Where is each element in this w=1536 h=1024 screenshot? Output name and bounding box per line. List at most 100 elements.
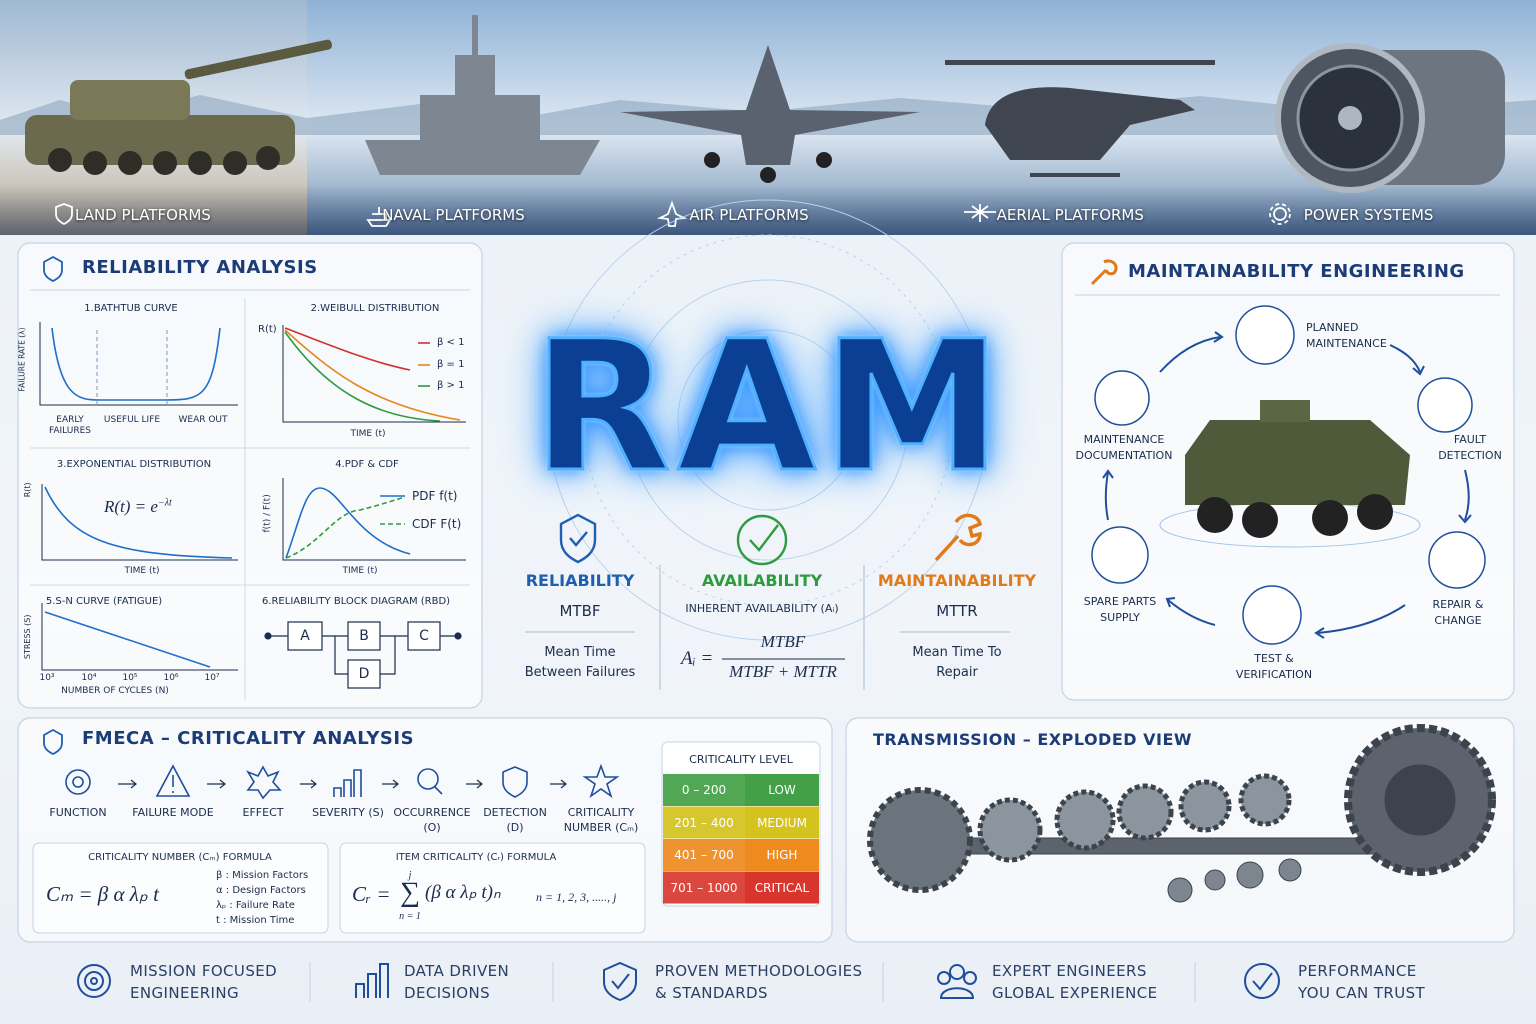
formula-numerator: MTBF (760, 632, 806, 651)
platform-label: AERIAL PLATFORMS (996, 206, 1144, 224)
fmeca-step-label: OCCURRENCE (O) (393, 806, 471, 834)
table-cell (663, 806, 745, 839)
formula-lhs: Aᵢ = (681, 648, 714, 669)
platform-label: AIR PLATFORMS (689, 206, 809, 224)
range-cell: 401 – 700 (674, 848, 734, 862)
tank-image (25, 39, 333, 175)
sum-upper: j (408, 870, 412, 881)
section-title: MAINTAINABILITY ENGINEERING (1128, 261, 1465, 282)
phase-label: WEAR OUT (178, 415, 228, 425)
axis-label: NUMBER OF CYCLES (N) (61, 686, 169, 696)
fmeca-step-label: CRITICALITY NUMBER (Cₘ) (563, 806, 639, 834)
footer-icons (77, 961, 1280, 1002)
level-cell: MEDIUM (757, 815, 807, 830)
legend-entry: β = 1 (437, 359, 465, 370)
platform-label: NAVAL PLATFORMS (382, 206, 525, 224)
formula-denominator: MTBF + MTTR (729, 662, 837, 681)
cycle-step-label: REPAIR & CHANGE (1432, 598, 1484, 627)
mini-chart-curves (44, 327, 461, 668)
footer-text: DECISIONS (404, 984, 491, 1002)
footer-text: ENGINEERING (130, 984, 240, 1002)
fmeca-step-label: DETECTION (D) (483, 806, 547, 834)
chart-title: 3.EXPONENTIAL DISTRIBUTION (56, 459, 212, 470)
legend-entry: CDF F(t) (412, 517, 462, 531)
block-label: C (419, 628, 429, 644)
mini-chart-axes (39, 322, 466, 671)
fmeca-step-label: FUNCTION (49, 806, 107, 819)
helicopter-image (945, 60, 1215, 177)
cycle-step-label: PLANNED MAINTENANCE (1306, 321, 1387, 350)
table-cell (663, 871, 745, 904)
axis-label: TIME (t) (342, 566, 378, 576)
block-label: A (300, 628, 310, 644)
pillar-metric: INHERENT AVAILABILITY (Aᵢ) (685, 602, 839, 615)
platform-icons (55, 200, 1291, 227)
tick-label: 10⁴ (81, 673, 97, 683)
sum-lower: n = 1 (399, 911, 421, 922)
pillar-icons (559, 513, 983, 566)
axis-label: R(t) (258, 324, 277, 335)
axis-label: FAILURE RATE (λ) (17, 327, 27, 392)
legend-entry: PDF f(t) (412, 489, 458, 503)
cycle-step-label: TEST & VERIFICATION (1235, 652, 1313, 681)
phase-label: EARLY FAILURES (49, 415, 91, 436)
table-header: CRITICALITY LEVEL (689, 753, 793, 766)
formula-title: CRITICALITY NUMBER (Cₘ) FORMULA (88, 852, 272, 863)
range-cell: 701 – 1000 (670, 880, 738, 895)
phase-label: USEFUL LIFE (103, 415, 161, 425)
sum-sign: ∑ (400, 877, 420, 908)
axis-label: TIME (t) (350, 429, 386, 439)
table-cell (663, 774, 745, 806)
table-cell (745, 774, 819, 806)
legend-entry: λₚ : Failure Rate (216, 900, 295, 911)
cycle-nodes (1091, 305, 1486, 645)
formula: R(t) = e−λt (104, 497, 172, 517)
tick-label: 10³ (39, 673, 55, 683)
chart-title: 2.WEIBULL DISTRIBUTION (310, 303, 440, 314)
jet-image (620, 45, 920, 183)
legend-entry: β < 1 (437, 337, 465, 348)
cycle-step-label: SPARE PARTS SUPPLY (1083, 595, 1157, 624)
section-title: TRANSMISSION – EXPLODED VIEW (873, 730, 1193, 749)
footer-text: DATA DRIVEN (404, 962, 510, 980)
tick-label: 10⁷ (204, 673, 220, 683)
block-label: D (358, 666, 370, 682)
level-cell: LOW (768, 783, 796, 797)
formula-title: ITEM CRITICALITY (Cᵣ) FORMULA (395, 852, 557, 863)
range-cell: 0 – 200 (681, 783, 727, 797)
footer-text: MISSION FOCUSED (130, 962, 278, 980)
section-icons (43, 255, 1118, 756)
vehicle-image (1159, 400, 1421, 548)
axis-label: R(t) (23, 482, 33, 498)
table-cell (745, 871, 819, 904)
rbd-diagram (264, 621, 462, 689)
level-cell: CRITICAL (754, 880, 810, 895)
fmeca-arrows (118, 779, 567, 789)
table-cell (745, 806, 819, 839)
footer-text: GLOBAL EXPERIENCE (992, 984, 1158, 1002)
cycle-step-label: FAULT DETECTION (1438, 433, 1502, 462)
fmeca-step-label: SEVERITY (S) (312, 806, 384, 819)
legend-entry: t : Mission Time (216, 915, 295, 926)
ram-rings (547, 199, 989, 641)
section-title: FMECA – CRITICALITY ANALYSIS (82, 728, 415, 749)
chart-title: 5.S-N CURVE (FATIGUE) (45, 596, 163, 607)
formula-exponent: −λt (157, 497, 172, 509)
legend-entry: β : Mission Factors (216, 870, 309, 881)
legend-entry: β > 1 (437, 380, 465, 391)
fmeca-icons (65, 763, 620, 800)
fmeca-step-label: EFFECT (242, 806, 284, 819)
table-cell (663, 839, 745, 871)
footer-text: EXPERT ENGINEERS (992, 962, 1147, 980)
range-cell: 201 – 400 (674, 815, 734, 830)
chart-title: 1.BATHTUB CURVE (84, 303, 178, 314)
formula-lhs: Cᵣ = (352, 882, 391, 906)
footer-dividers (309, 962, 1196, 1002)
footer-text: PROVEN METHODOLOGIES (655, 962, 863, 980)
axis-label: STRESS (S) (23, 614, 33, 660)
cycle-step-label: MAINTENANCE DOCUMENTATION (1075, 433, 1173, 462)
pillar-metric: MTBF (559, 602, 601, 620)
pillar-description: Mean Time Between Failures (524, 645, 636, 680)
section-title: RELIABILITY ANALYSIS (82, 257, 318, 278)
